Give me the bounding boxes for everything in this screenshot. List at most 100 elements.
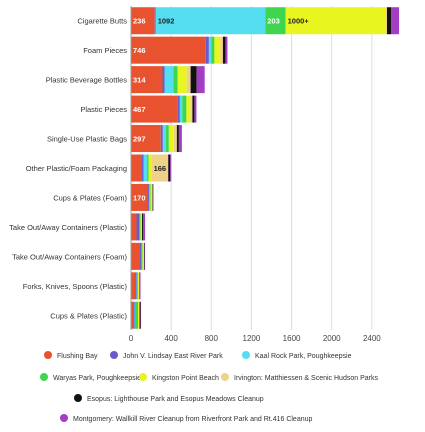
bar-segment xyxy=(186,66,191,94)
bar-segment xyxy=(151,183,153,211)
bar-segment xyxy=(138,272,140,300)
bar-segment xyxy=(168,125,174,153)
bar-segment xyxy=(153,183,154,211)
bar-segment xyxy=(165,125,169,153)
bar-segment xyxy=(190,95,193,123)
bar-segment xyxy=(148,183,150,211)
bar-segment xyxy=(178,125,182,153)
legend-swatch xyxy=(221,373,229,381)
bar-segment xyxy=(131,213,137,241)
bar-segment xyxy=(173,66,178,94)
bar-segment xyxy=(211,36,215,64)
bar-segment xyxy=(139,213,141,241)
bar-segment xyxy=(170,154,172,182)
category-label: Cigarette Butts xyxy=(77,17,127,26)
bar-segment xyxy=(139,301,141,329)
bar-segment xyxy=(139,301,140,329)
data-label: 203 xyxy=(267,17,280,26)
x-tick-label: 400 xyxy=(164,334,178,343)
bar-segment xyxy=(225,36,228,64)
bar-segment xyxy=(186,95,191,123)
data-label: 1000+ xyxy=(288,17,310,26)
x-tick-label: 0 xyxy=(129,334,134,343)
legend-item-label: Irvington: Matthiessen & Scenic Hudson P… xyxy=(234,375,378,382)
bar-segment xyxy=(131,242,141,270)
data-label: 170 xyxy=(133,193,146,202)
legend-swatch xyxy=(60,414,68,422)
bar-segment xyxy=(138,301,140,329)
bar-segment xyxy=(143,154,148,182)
data-label: 314 xyxy=(133,76,146,85)
bar-segment xyxy=(149,183,151,211)
bar-segment xyxy=(144,242,146,270)
bar-segment xyxy=(140,213,141,241)
bar-segment xyxy=(142,242,144,270)
bar-segment xyxy=(140,301,142,329)
bar-segment xyxy=(177,95,180,123)
bar-segment xyxy=(136,272,138,300)
bar-segment xyxy=(192,95,195,123)
legend: Flushing Bay John V. Lindsay East River P… xyxy=(40,351,378,423)
bars: 236 1092 203 1000+ 746 314 467 297 166 170 xyxy=(131,7,400,329)
bar-segment xyxy=(205,36,209,64)
category-label: Plastic Beverage Bottles xyxy=(46,76,128,85)
legend-swatch xyxy=(139,373,147,381)
bar-segment xyxy=(162,66,165,94)
bar-segment xyxy=(134,301,135,329)
category-label: Plastic Pieces xyxy=(80,105,127,114)
legend-item-label: Kingston Point Beach xyxy=(152,375,219,382)
bar-segment xyxy=(141,242,143,270)
bar-segment xyxy=(131,301,135,329)
bar-segment xyxy=(265,7,286,35)
bar-segment xyxy=(142,154,144,182)
category-label: Take Out/Away Containers (Foam) xyxy=(12,252,127,261)
bar-segment xyxy=(131,125,161,153)
category-label: Cups & Plates (Plastic) xyxy=(50,311,127,320)
category-label: Take Out/Away Containers (Plastic) xyxy=(9,223,127,232)
data-label: 1092 xyxy=(158,17,175,26)
category-label: Cups & Plates (Foam) xyxy=(53,193,127,202)
x-tick-label: 1200 xyxy=(243,334,261,343)
bar-segment xyxy=(131,272,136,300)
bar-segment xyxy=(140,242,142,270)
data-label: 297 xyxy=(133,135,146,144)
bar-segment xyxy=(140,213,142,241)
bar-segment xyxy=(139,272,140,300)
legend-item-label: Esopus: Lighthouse Park and Esopus Meado… xyxy=(87,396,264,403)
bar-segment xyxy=(149,183,150,211)
bar-segment xyxy=(177,66,187,94)
bar-segment xyxy=(154,7,156,35)
bar-segment xyxy=(387,7,392,35)
category-label: Single-Use Plastic Bags xyxy=(47,135,127,144)
bar-segment xyxy=(131,183,149,211)
x-tick-label: 800 xyxy=(205,334,219,343)
x-tick-label: 2400 xyxy=(363,334,381,343)
legend-item-label: John V. Lindsay East River Park xyxy=(123,353,223,360)
bar-segment xyxy=(214,36,221,64)
bar-segment xyxy=(143,213,146,241)
data-label: 166 xyxy=(154,164,167,173)
legend-swatch xyxy=(110,351,118,359)
bar-segment xyxy=(152,183,154,211)
data-label: 746 xyxy=(133,46,146,55)
bar-segment xyxy=(139,272,141,300)
bar-segment xyxy=(222,36,226,64)
legend-swatch xyxy=(74,394,82,402)
bar-segment xyxy=(147,154,149,182)
bar-segment xyxy=(173,125,177,153)
bar-segment xyxy=(194,95,197,123)
bar-segment xyxy=(141,213,143,241)
bar-segment xyxy=(179,95,183,123)
legend-item-label: Flushing Bay xyxy=(57,353,98,360)
bar-segment xyxy=(131,154,143,182)
bar-segment xyxy=(160,125,163,153)
bar-segment xyxy=(148,154,152,182)
bar-segment xyxy=(182,95,187,123)
bar-segment xyxy=(386,7,388,35)
bar-segment xyxy=(131,95,178,123)
bar-segment xyxy=(220,36,223,64)
bar-segment xyxy=(176,125,179,153)
bar-segment xyxy=(135,272,137,300)
category-label: Other Plastic/Foam Packaging xyxy=(26,164,127,173)
